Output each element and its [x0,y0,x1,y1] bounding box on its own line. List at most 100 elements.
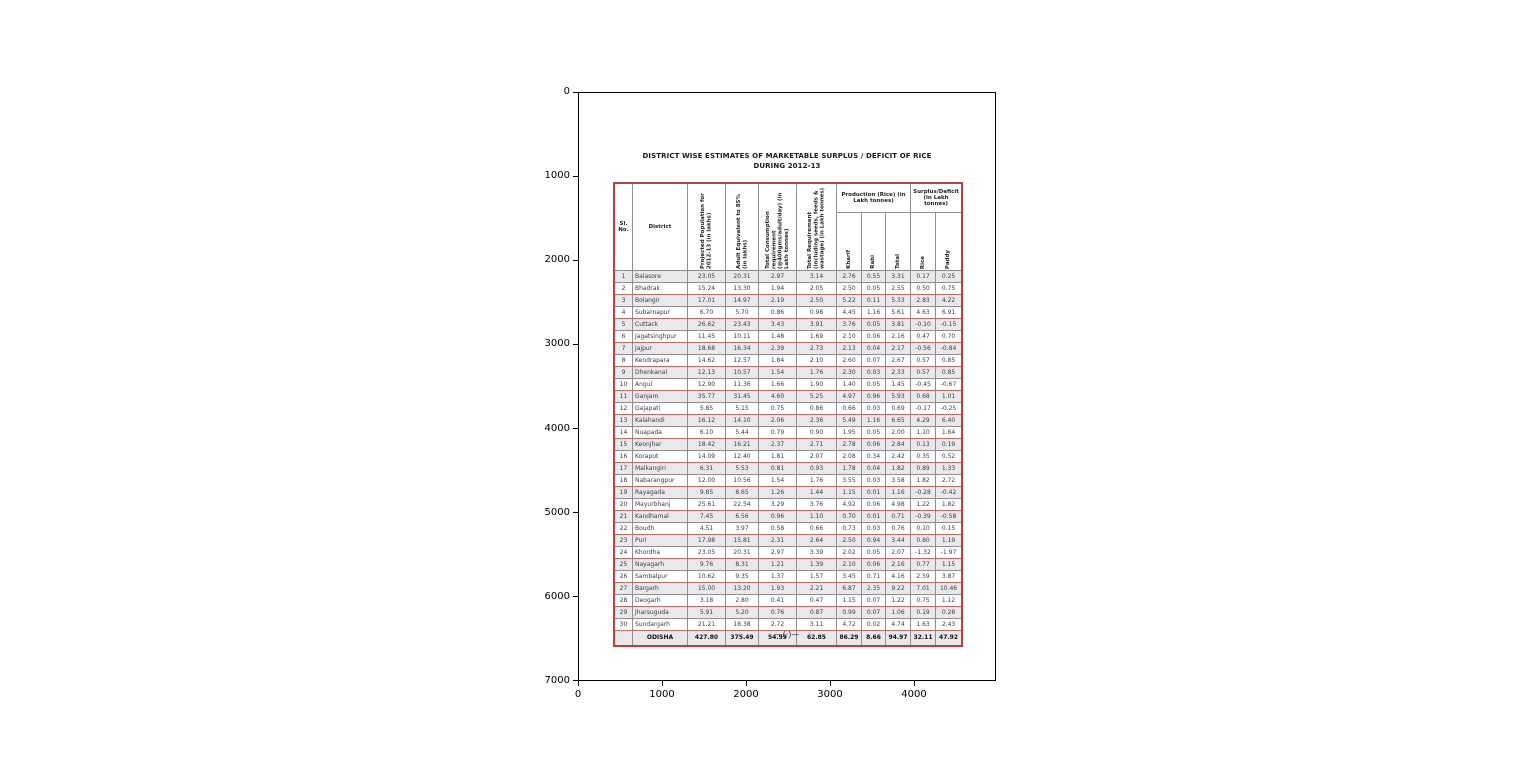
cell-district: Koraput [632,450,688,463]
cell-value: 4.45 [836,306,862,319]
cell-value: 1.22 [884,594,912,607]
cell-value: 4.22 [935,294,963,307]
cell-value: 1.81 [758,450,797,463]
cell-value: 4.92 [836,498,862,511]
cell-sl-no: 3 [614,294,633,307]
cell-value: 3.43 [758,318,797,331]
cell-value: 0.13 [910,438,937,451]
cell-value: 0.50 [910,282,937,295]
cell-sl-no: 21 [614,510,633,523]
cell-value: 4.72 [836,618,862,631]
cell-district: Jharsuguda [632,606,688,619]
cell-value: 12.90 [687,378,726,391]
cell-value: 3.91 [796,318,837,331]
cell-value: 16.34 [725,342,759,355]
cell-value: 20.31 [725,270,759,283]
cell-value: 0.87 [796,606,837,619]
cell-value: 15.81 [725,534,759,547]
cell-value: 1.10 [910,426,937,439]
cell-value: 0.07 [861,606,886,619]
cell-sl-no: 1 [614,270,633,283]
cell-sl-no: 27 [614,582,633,595]
cell-value: 14.62 [687,354,726,367]
cell-value: 18.68 [687,342,726,355]
table-total-row: ODISHA 427.80 375.49 54.99 62.85 86.29 8.66 94.… [614,630,963,646]
cell-value: 16.12 [687,414,726,427]
cell-value: 4.29 [910,414,937,427]
cell-value: 6.91 [935,306,963,319]
cell-value: 0.04 [861,462,886,475]
cell-value: 5.91 [687,606,726,619]
table-row: 2 Bhadrak 15.24 13.30 1.94 2.05 2.50 0.05 2.55 0.… [614,282,963,295]
cell-value: 0.77 [910,558,937,571]
cell-sl-no: 20 [614,498,633,511]
table-row: 21 Kandhamal 7.45 6.56 0.96 1.10 0.70 0.01 0.71-… [614,510,963,523]
cell-value: 0.25 [935,270,963,283]
cell-value: 0.71 [884,510,912,523]
cell-sl-no: 23 [614,534,633,547]
cell-value: 3.97 [725,522,759,535]
cell-value: 1.69 [796,330,837,343]
table-row: 8 Kendrapara 14.62 12.57 1.84 2.10 2.60 0.07 2.6… [614,354,963,367]
y-tick-mark [573,512,578,514]
cell-value: 3.81 [884,318,912,331]
cell-sl-no: 22 [614,522,633,535]
cell-value: 25.61 [687,498,726,511]
cell-value: 0.05 [861,426,886,439]
table-row: 15 Keonjhar 18.42 16.21 2.37 2.71 2.78 0.06 2.84… [614,438,963,451]
header-total-consumption: Total Consumption requirement (@400gms/a… [758,183,797,271]
cell-value: 0.04 [861,342,886,355]
cell-value: 3.29 [758,498,797,511]
cell-value: 8.66 [861,630,886,646]
header-paddy: Paddy [935,212,963,271]
cell-value: 5.20 [725,606,759,619]
cell-value: 14.09 [687,450,726,463]
cell-value: -0.28 [910,486,937,499]
y-tick-label: 5000 [544,506,570,518]
document-title: DISTRICT WISE ESTIMATES OF MARKETABLE SU… [579,151,995,171]
cell-value: 9.85 [687,486,726,499]
table-row: 10 Angul 12.90 11.36 1.66 1.90 1.40 0.05 1.45 -0.… [614,378,963,391]
cell-value: 1.37 [758,570,797,583]
cell-value: 1.54 [758,366,797,379]
cell-value: 2.19 [758,294,797,307]
cell-value: 0.99 [836,606,862,619]
cell-value: 0.86 [758,306,797,319]
cell-value: 1.16 [884,486,912,499]
cell-value: 10.11 [725,330,759,343]
header-adult-equivalent: Adult Equivalent to 85% (in lakhs) [725,183,759,271]
cell-value: 94.97 [884,630,912,646]
cell-value: 3.58 [884,474,912,487]
cell-value: 5.25 [796,390,837,403]
cell-value: 35.77 [687,390,726,403]
cell-value: 2.84 [884,438,912,451]
cell-district: Kendrapara [632,354,688,367]
table-row: 23 Puri 17.98 15.81 2.31 2.64 2.50 0.94 3.44 0.80… [614,534,963,547]
y-tick-mark [573,259,578,261]
cell-value: 47.92 [935,630,963,646]
cell-sl-no: 19 [614,486,633,499]
cell-value: 1.15 [836,486,862,499]
header-production-group: Production (Rice) (in Lakh tonnes) [835,182,912,214]
cell-sl-no: 12 [614,402,633,415]
surplus-deficit-table-wrap: Sl. No. District Projected Population fo… [612,182,964,647]
x-tick-label: 3000 [817,689,843,700]
cell-value: 0.85 [935,366,963,379]
cell-district: Mayurbhanj [632,498,688,511]
header-sl-no: Sl. No. [614,183,633,271]
cell-district: Dhenkanal [632,366,688,379]
cell-value: 1.16 [861,306,886,319]
cell-value: 4.60 [758,390,797,403]
cell-value: 1.90 [796,378,837,391]
cell-value: 1.66 [758,378,797,391]
table-row: 7 Jajpur 18.68 16.34 2.39 2.73 2.13 0.04 2.17 -0.… [614,342,963,355]
cell-value: 6.10 [687,426,726,439]
surplus-deficit-table: Sl. No. District Projected Population fo… [612,182,964,647]
cell-value: -0.58 [935,510,963,523]
cell-value: 16.21 [725,438,759,451]
cell-value: 3.11 [796,618,837,631]
cell-district: Bolangir [632,294,688,307]
header-rabi: Rabi [861,212,886,271]
cell-value: 0.06 [861,498,886,511]
cell-value: 22.54 [725,498,759,511]
